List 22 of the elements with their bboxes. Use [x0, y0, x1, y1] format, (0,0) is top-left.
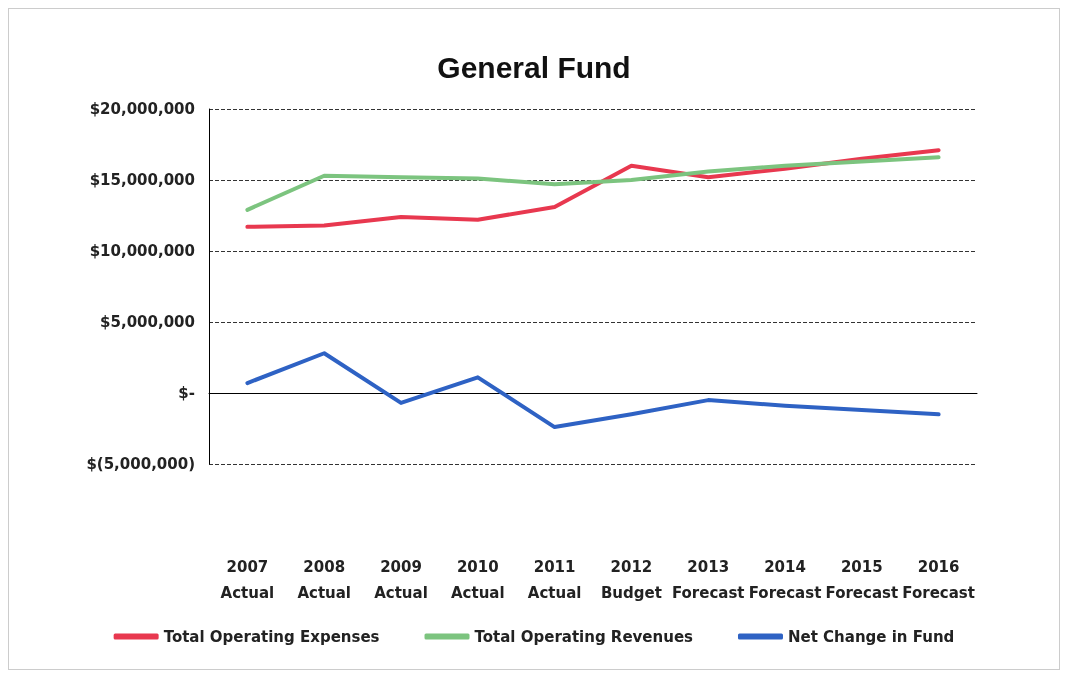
- x-tick-label: 2008 Actual: [297, 558, 352, 602]
- y-tick-label: $(5,000,000): [86, 455, 195, 473]
- chart-title: General Fund: [437, 50, 631, 84]
- x-tick-label: 2007 Actual: [220, 558, 275, 602]
- x-tick-label: 2014 Forecast: [748, 558, 822, 602]
- line-series: [245, 155, 941, 212]
- x-tick-label: 2010 Actual: [450, 558, 505, 602]
- y-tick-label: $5,000,000: [100, 313, 195, 331]
- x-tick-label: 2016 Forecast: [902, 558, 975, 602]
- legend-label: Total Operating Expenses: [163, 627, 380, 646]
- x-tick-label: 2013 Forecast: [671, 558, 745, 602]
- x-tick-label: 2015 Forecast: [825, 558, 899, 602]
- y-tick-label: $10,000,000: [89, 242, 195, 260]
- y-tick-label: $-: [178, 384, 195, 402]
- legend-label: Total Operating Revenues: [474, 627, 694, 646]
- line-series: [245, 351, 941, 430]
- y-tick-label: $20,000,000: [89, 100, 195, 118]
- legend-label: Net Change in Fund: [787, 627, 955, 646]
- x-tick-label: 2012 Budget: [600, 558, 662, 602]
- x-tick-label: 2009 Actual: [374, 558, 428, 602]
- x-tick-label: 2011 Actual: [527, 558, 582, 602]
- y-tick-label: $15,000,000: [89, 171, 195, 189]
